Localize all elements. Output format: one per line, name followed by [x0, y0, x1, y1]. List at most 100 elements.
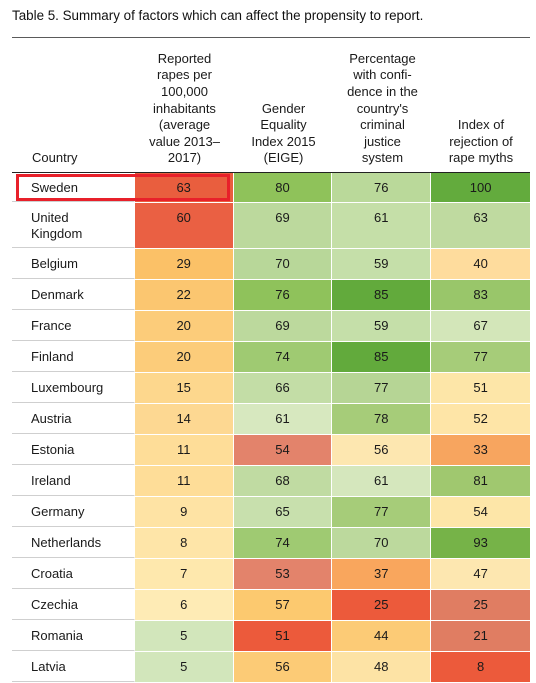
cell-rape-myths: 63 [431, 203, 530, 248]
cell-rape-myths: 8 [431, 652, 530, 682]
cell-gender-equality: 69 [233, 311, 333, 341]
cell-gender-equality: 80 [233, 173, 333, 202]
cell-country: Czechia [12, 590, 135, 620]
table-row: Netherlands 8 74 70 93 [12, 528, 530, 559]
cell-country: Sweden [12, 173, 135, 202]
cell-confidence: 59 [332, 311, 432, 341]
cell-gender-equality: 68 [233, 466, 333, 496]
cell-rape-myths: 93 [431, 528, 530, 558]
cell-country: Germany [12, 497, 135, 527]
cell-confidence: 61 [332, 466, 432, 496]
cell-gender-equality: 76 [233, 280, 333, 310]
cell-confidence: 85 [332, 342, 432, 372]
cell-reported-rapes: 20 [134, 342, 234, 372]
cell-confidence: 70 [332, 528, 432, 558]
cell-reported-rapes: 14 [134, 404, 234, 434]
cell-confidence: 44 [332, 621, 432, 651]
cell-gender-equality: 74 [233, 342, 333, 372]
cell-reported-rapes: 29 [134, 249, 234, 279]
cell-rape-myths: 51 [431, 373, 530, 403]
table-row: Finland 20 74 85 77 [12, 342, 530, 373]
cell-confidence: 37 [332, 559, 432, 589]
cell-gender-equality: 74 [233, 528, 333, 558]
table-row: France 20 69 59 67 [12, 311, 530, 342]
cell-confidence: 25 [332, 590, 432, 620]
cell-gender-equality: 70 [233, 249, 333, 279]
cell-gender-equality: 51 [233, 621, 333, 651]
top-rule [12, 37, 530, 38]
cell-rape-myths: 100 [431, 173, 530, 202]
table-body: Sweden 63 80 76 100 United Kingdom 60 69 61 63 Bel… [12, 173, 530, 683]
cell-reported-rapes: 11 [134, 435, 234, 465]
cell-country: Luxembourg [12, 373, 135, 403]
table-row: Luxembourg 15 66 77 51 [12, 373, 530, 404]
table-row: Belgium 29 70 59 40 [12, 249, 530, 280]
cell-rape-myths: 47 [431, 559, 530, 589]
table-row: Sweden 63 80 76 100 [12, 173, 530, 203]
cell-confidence: 77 [332, 497, 432, 527]
cell-confidence: 59 [332, 249, 432, 279]
cell-confidence: 61 [332, 203, 432, 248]
table-header: Country Reported rapes per 100,000 inhab… [12, 38, 530, 171]
cell-reported-rapes: 5 [134, 652, 234, 682]
cell-reported-rapes: 7 [134, 559, 234, 589]
header-confidence-justice: Percentage with confi- dence in the coun… [347, 50, 418, 166]
cell-country: Estonia [12, 435, 135, 465]
cell-country: Netherlands [12, 528, 135, 558]
cell-gender-equality: 61 [233, 404, 333, 434]
cell-confidence: 77 [332, 373, 432, 403]
cell-country: Denmark [12, 280, 135, 310]
table-row: Croatia 7 53 37 47 [12, 559, 530, 590]
cell-country: Croatia [12, 559, 135, 589]
cell-confidence: 56 [332, 435, 432, 465]
cell-gender-equality: 69 [233, 203, 333, 248]
cell-gender-equality: 53 [233, 559, 333, 589]
cell-rape-myths: 21 [431, 621, 530, 651]
table-row: Estonia 11 54 56 33 [12, 435, 530, 466]
table-row: Denmark 22 76 85 83 [12, 280, 530, 311]
cell-reported-rapes: 5 [134, 621, 234, 651]
cell-gender-equality: 57 [233, 590, 333, 620]
cell-gender-equality: 65 [233, 497, 333, 527]
cell-gender-equality: 54 [233, 435, 333, 465]
cell-confidence: 48 [332, 652, 432, 682]
table-row: Latvia 5 56 48 8 [12, 652, 530, 683]
table-row: Austria 14 61 78 52 [12, 404, 530, 435]
cell-country: Finland [12, 342, 135, 372]
table-row: Romania 5 51 44 21 [12, 621, 530, 652]
table-row: Germany 9 65 77 54 [12, 497, 530, 528]
table-row: Ireland 11 68 61 81 [12, 466, 530, 497]
cell-rape-myths: 83 [431, 280, 530, 310]
header-gender-equality: Gender Equality Index 2015 (EIGE) [251, 100, 316, 166]
cell-country: Romania [12, 621, 135, 651]
cell-rape-myths: 25 [431, 590, 530, 620]
cell-country: Belgium [12, 249, 135, 279]
cell-rape-myths: 67 [431, 311, 530, 341]
cell-confidence: 78 [332, 404, 432, 434]
header-rape-myths: Index of rejection of rape myths [448, 117, 514, 166]
table-row: Czechia 6 57 25 25 [12, 590, 530, 621]
cell-country: France [12, 311, 135, 341]
header-country: Country [32, 150, 78, 166]
cell-gender-equality: 56 [233, 652, 333, 682]
cell-rape-myths: 54 [431, 497, 530, 527]
cell-country: Latvia [12, 652, 135, 682]
cell-rape-myths: 81 [431, 466, 530, 496]
header-reported-rapes: Reported rapes per 100,000 inhabitants (… [149, 50, 220, 166]
cell-rape-myths: 40 [431, 249, 530, 279]
cell-country: Austria [12, 404, 135, 434]
cell-rape-myths: 52 [431, 404, 530, 434]
cell-country: Ireland [12, 466, 135, 496]
cell-country: United Kingdom [12, 203, 135, 248]
cell-reported-rapes: 11 [134, 466, 234, 496]
cell-gender-equality: 66 [233, 373, 333, 403]
cell-rape-myths: 33 [431, 435, 530, 465]
cell-reported-rapes: 15 [134, 373, 234, 403]
cell-reported-rapes: 8 [134, 528, 234, 558]
cell-reported-rapes: 60 [134, 203, 234, 248]
table-row: United Kingdom 60 69 61 63 [12, 203, 530, 249]
cell-rape-myths: 77 [431, 342, 530, 372]
cell-confidence: 76 [332, 173, 432, 202]
cell-reported-rapes: 22 [134, 280, 234, 310]
cell-reported-rapes: 20 [134, 311, 234, 341]
